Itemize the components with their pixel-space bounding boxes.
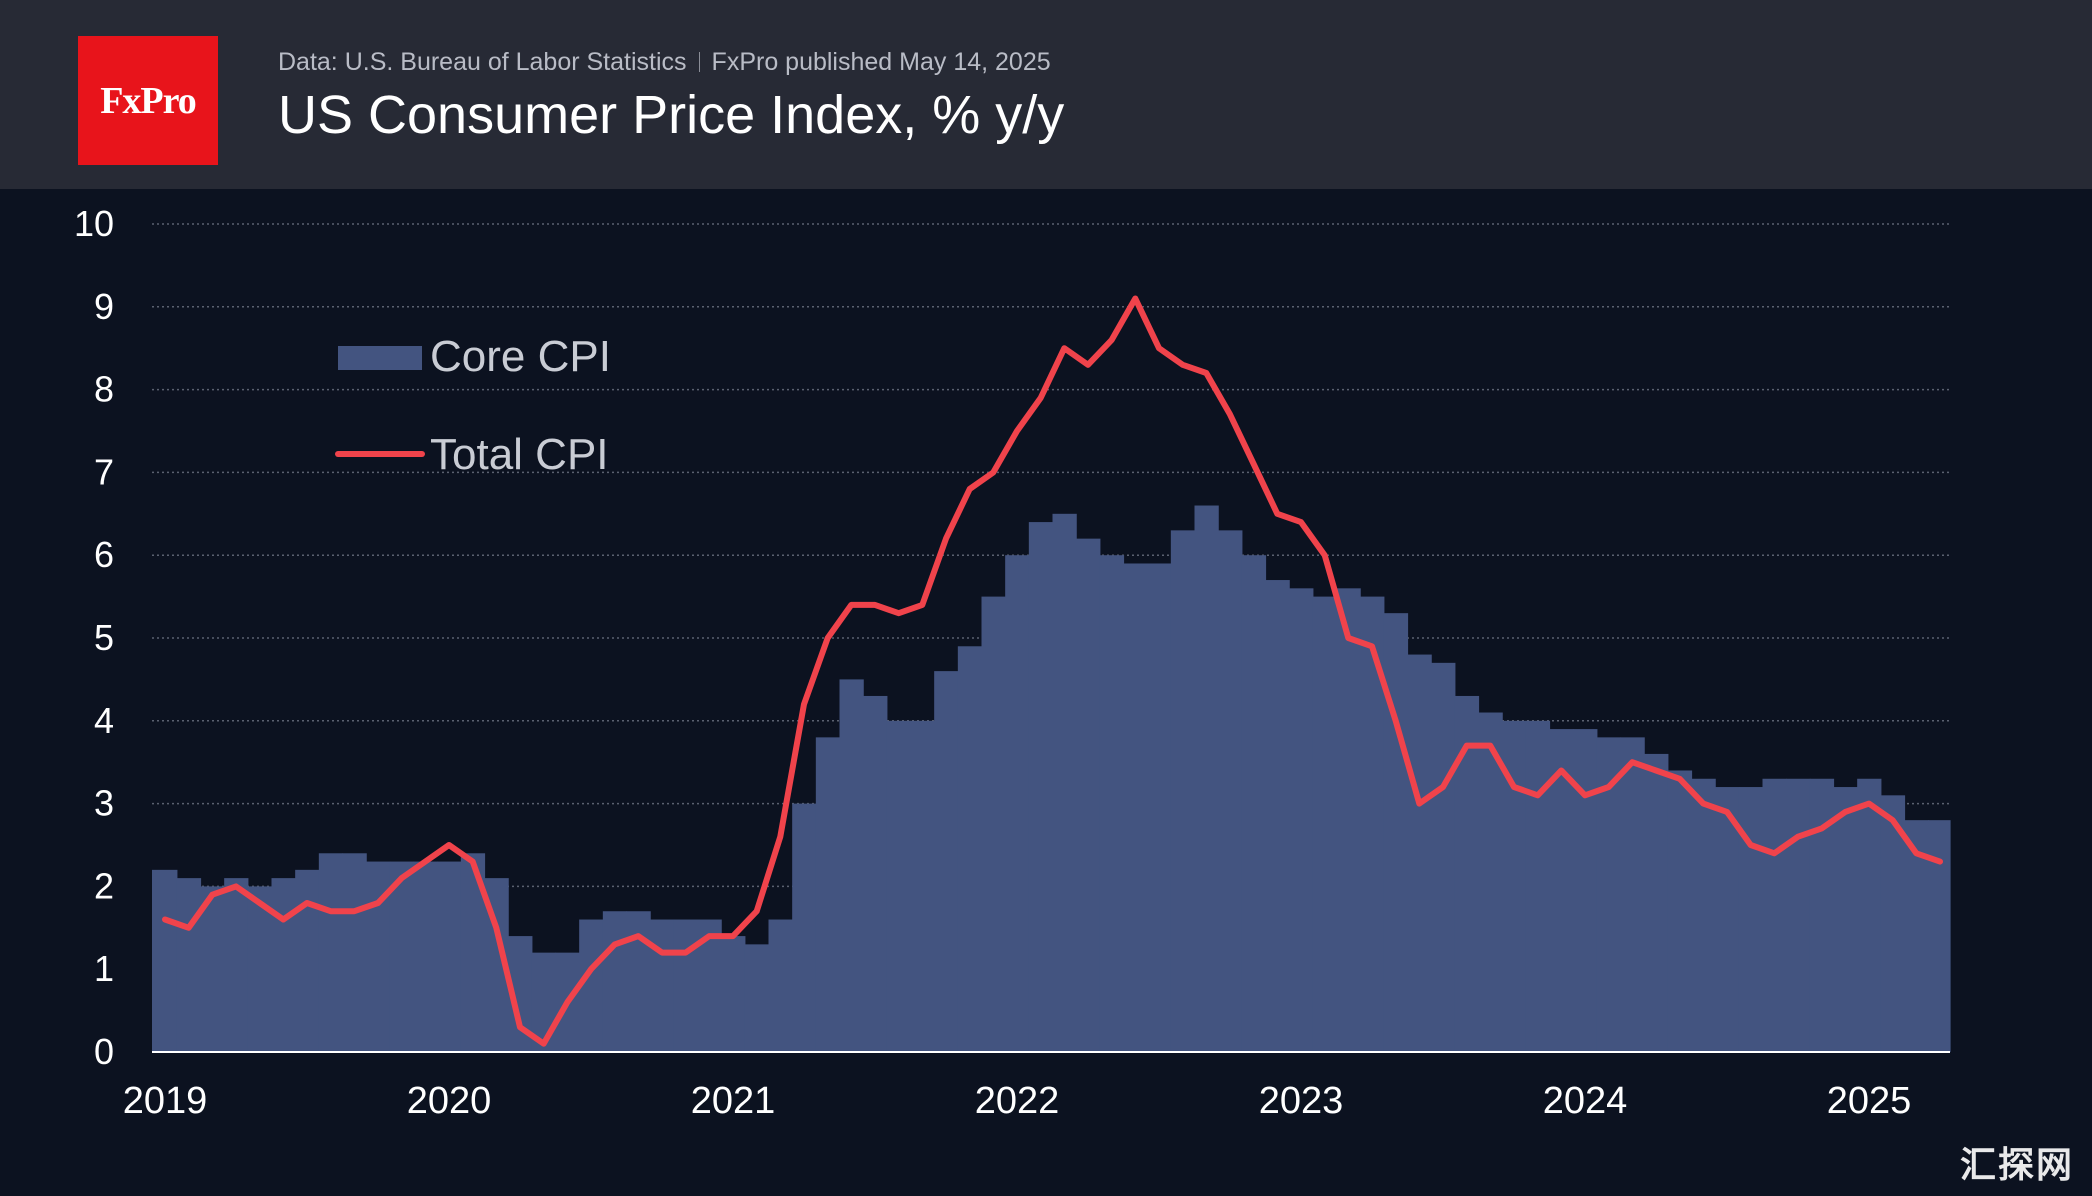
core-cpi-bar xyxy=(1218,530,1243,1052)
core-cpi-bar xyxy=(1928,820,1951,1052)
core-cpi-bar xyxy=(200,886,225,1052)
core-cpi-bar xyxy=(981,596,1006,1052)
core-cpi-bar xyxy=(1573,729,1598,1052)
x-tick-label: 2025 xyxy=(1827,1080,1912,1122)
core-cpi-bar xyxy=(1076,538,1101,1052)
x-tick-label: 2023 xyxy=(1259,1080,1344,1122)
core-cpi-bar xyxy=(1123,563,1148,1052)
core-cpi-bar xyxy=(1099,555,1125,1052)
core-cpi-bar xyxy=(1880,795,1906,1052)
core-cpi-bar xyxy=(792,803,817,1052)
core-cpi-bar xyxy=(1762,778,1787,1052)
y-tick-label: 2 xyxy=(94,865,114,906)
core-cpi-bar xyxy=(886,720,912,1052)
core-cpi-bar xyxy=(1170,530,1196,1052)
total-cpi-line xyxy=(162,295,1943,1047)
core-cpi-bar xyxy=(1715,787,1740,1052)
core-cpi-bar xyxy=(1028,522,1054,1052)
core-cpi-bar xyxy=(815,737,841,1052)
chart-title: US Consumer Price Index, % y/y xyxy=(278,85,1065,145)
core-cpi-bar xyxy=(1194,505,1219,1052)
core-cpi-bar xyxy=(1336,588,1361,1052)
y-tick-label: 1 xyxy=(94,948,114,989)
core-cpi-bar xyxy=(1667,770,1693,1052)
core-cpi-bar xyxy=(673,919,699,1052)
core-cpi-bar xyxy=(839,679,864,1052)
core-cpi-bar xyxy=(650,919,675,1052)
legend: Core CPI Total CPI xyxy=(335,332,611,479)
core-cpi-bar xyxy=(413,861,438,1052)
core-cpi-bar xyxy=(247,886,273,1052)
core-cpi-bar xyxy=(1833,787,1858,1052)
core-cpi-bar xyxy=(1738,787,1764,1052)
core-cpi-bar xyxy=(389,861,415,1052)
y-tick-label: 0 xyxy=(94,1031,114,1072)
core-cpi-bar xyxy=(1383,613,1409,1052)
y-tick-label: 7 xyxy=(94,451,114,492)
core-cpi-bar xyxy=(910,720,935,1052)
core-cpi-bar xyxy=(1312,596,1338,1052)
core-cpi-bar xyxy=(1644,753,1669,1052)
axes: 0 1 2 3 4 5 6 7 8 9 10 2019 2020 2021 2022 2023 2024 2025 xyxy=(74,203,1950,1122)
separator xyxy=(698,52,700,72)
core-cpi-bar xyxy=(437,861,462,1052)
core-cpi-bar xyxy=(318,853,344,1052)
core-cpi-bar xyxy=(1241,555,1267,1052)
watermark: 汇探网 xyxy=(1959,1145,2074,1186)
y-tick-label: 6 xyxy=(94,534,114,575)
core-cpi-bar xyxy=(1265,580,1290,1052)
core-cpi-bar xyxy=(1431,662,1456,1052)
core-cpi-bar xyxy=(1620,737,1645,1052)
core-cpi-bar xyxy=(957,646,983,1052)
core-cpi-bar xyxy=(934,671,959,1052)
core-cpi-bar xyxy=(602,911,628,1052)
core-cpi-bar xyxy=(768,919,793,1052)
core-cpi-bar xyxy=(1407,654,1432,1052)
x-tick-label: 2021 xyxy=(691,1080,776,1122)
logo-text: FxPro xyxy=(100,79,197,122)
core-cpi-bar xyxy=(1147,563,1172,1052)
fxpro-logo: FxPro xyxy=(78,36,218,165)
core-cpi-bar xyxy=(1786,778,1811,1052)
y-tick-label: 4 xyxy=(94,700,114,741)
core-cpi-bar xyxy=(863,695,888,1052)
source-text: Data: U.S. Bureau of Labor Statistics xyxy=(278,48,687,76)
core-cpi-bar xyxy=(579,919,604,1052)
total-cpi-line-group xyxy=(162,295,1943,1047)
core-cpi-bar xyxy=(152,869,178,1052)
core-cpi-bar xyxy=(1052,513,1077,1052)
chart-subtitle: Data: U.S. Bureau of Labor Statistics FxP… xyxy=(278,48,1051,77)
core-cpi-bar xyxy=(744,944,770,1052)
legend-swatch-core-cpi xyxy=(338,346,422,370)
y-tick-label: 8 xyxy=(94,369,114,410)
core-cpi-bar xyxy=(1005,555,1030,1052)
cpi-chart: 0 1 2 3 4 5 6 7 8 9 10 2019 2020 2021 2022 2023 2024 2025… xyxy=(74,203,1951,1122)
core-cpi-bar xyxy=(1691,778,1716,1052)
published-text: FxPro published May 14, 2025 xyxy=(711,48,1051,76)
header: FxPro Data: U.S. Bureau of Labor Statist… xyxy=(0,0,2092,189)
y-tick-label: 9 xyxy=(94,286,114,327)
core-cpi-bar xyxy=(295,869,320,1052)
core-cpi-bar xyxy=(176,878,202,1052)
y-tick-label: 5 xyxy=(94,617,114,658)
core-cpi-bar xyxy=(1478,712,1503,1052)
core-cpi-bar xyxy=(1857,778,1882,1052)
x-tick-label: 2019 xyxy=(123,1080,208,1122)
core-cpi-bar xyxy=(1525,720,1551,1052)
core-cpi-area-group xyxy=(152,505,1951,1052)
core-cpi-bar xyxy=(224,878,249,1052)
core-cpi-bar xyxy=(626,911,651,1052)
y-tick-label: 3 xyxy=(94,783,114,824)
y-tick-label: 10 xyxy=(74,203,114,244)
x-tick-label: 2022 xyxy=(975,1080,1060,1122)
x-tick-label: 2024 xyxy=(1543,1080,1628,1122)
core-cpi-bar xyxy=(271,878,296,1052)
core-cpi-bar xyxy=(342,853,367,1052)
core-cpi-bar xyxy=(1289,588,1314,1052)
x-tick-label: 2020 xyxy=(407,1080,492,1122)
legend-label-total-cpi: Total CPI xyxy=(430,430,609,479)
core-cpi-bar xyxy=(721,936,746,1052)
legend-label-core-cpi: Core CPI xyxy=(430,332,611,381)
